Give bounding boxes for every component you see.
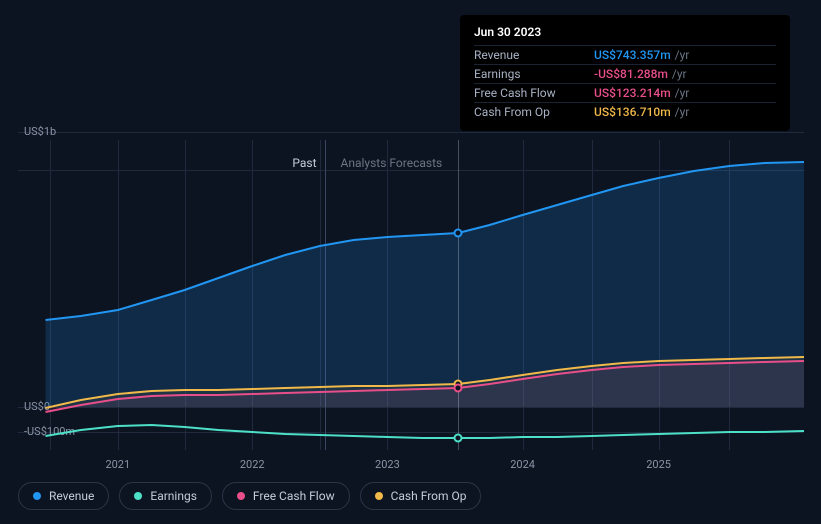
forecast-section-label: Analysts Forecasts [341,156,443,170]
tooltip-row: RevenueUS$743.357m/yr [474,45,776,64]
hover-marker [454,229,463,238]
legend-item-revenue[interactable]: Revenue [18,482,109,510]
legend-item-free-cash-flow[interactable]: Free Cash Flow [222,482,350,510]
legend-color-dot [375,492,383,500]
series-line-earnings [46,425,804,438]
tooltip-metric-label: Revenue [474,48,594,62]
tooltip-metric-unit: /yr [675,48,690,62]
tooltip-date: Jun 30 2023 [474,25,776,39]
tooltip-metric-unit: /yr [672,67,687,81]
tooltip-metric-unit: /yr [675,86,690,100]
tooltip-metric-label: Cash From Op [474,105,594,119]
tooltip-row: Free Cash FlowUS$123.214m/yr [474,83,776,102]
hover-indicator-line [458,140,459,450]
tooltip-metric-label: Earnings [474,67,594,81]
legend-label: Cash From Op [391,489,467,503]
tooltip-metric-value: US$123.214m [594,86,671,100]
legend-color-dot [237,492,245,500]
tooltip-metric-value: US$136.710m [594,105,671,119]
legend-item-cash-from-op[interactable]: Cash From Op [360,482,482,510]
legend-label: Revenue [49,489,94,503]
chart-tooltip: Jun 30 2023 RevenueUS$743.357m/yrEarning… [460,15,790,131]
tooltip-metric-value: -US$81.288m [594,67,668,81]
hover-marker [454,384,463,393]
tooltip-row: Earnings-US$81.288m/yr [474,64,776,83]
chart-legend: Revenue Earnings Free Cash Flow Cash From O… [18,482,481,510]
legend-label: Free Cash Flow [253,489,335,503]
past-section-label: Past [230,156,316,170]
tooltip-metric-unit: /yr [675,105,690,119]
legend-color-dot [33,492,41,500]
hover-marker [454,434,463,443]
tooltip-metric-label: Free Cash Flow [474,86,594,100]
tooltip-row: Cash From OpUS$136.710m/yr [474,102,776,121]
legend-color-dot [134,492,142,500]
legend-label: Earnings [150,489,197,503]
tooltip-metric-value: US$743.357m [594,48,671,62]
legend-item-earnings[interactable]: Earnings [119,482,212,510]
